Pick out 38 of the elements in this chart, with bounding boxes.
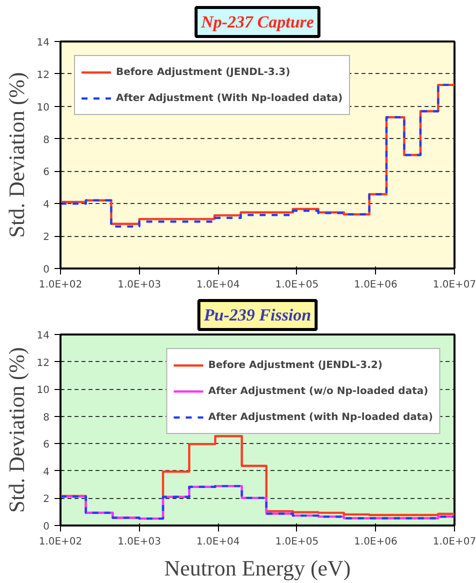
chart-title: Pu-239 Fission — [202, 306, 312, 324]
x-tick-label: 1.0E+03 — [118, 536, 161, 548]
x-tick-label: 1.0E+03 — [118, 280, 161, 290]
x-tick-label: 1.0E+02 — [38, 536, 82, 548]
y-axis-title: Std. Deviation (%) — [4, 72, 29, 238]
legend-label: After Adjustment (with Np-loaded data) — [208, 412, 433, 422]
x-tick-label: 1.0E+07 — [432, 280, 476, 290]
y-axis-title: Std. Deviation (%) — [4, 347, 29, 513]
x-tick-label: 1.0E+04 — [196, 280, 240, 290]
x-tick-label: 1.0E+05 — [275, 280, 319, 290]
y-tick-label: 12 — [36, 358, 50, 369]
chart-title: Np-237 Capture — [200, 12, 314, 32]
x-tick-label: 1.0E+02 — [38, 280, 82, 290]
y-tick-label: 4 — [43, 466, 50, 478]
x-axis-title: Neutron Energy (eV) — [164, 556, 351, 580]
legend-label: After Adjustment (With Np-loaded data) — [116, 92, 343, 104]
y-tick-label: 2 — [43, 494, 50, 506]
x-tick-label: 1.0E+05 — [275, 536, 319, 548]
x-tick-label: 1.0E+04 — [196, 536, 240, 548]
legend-label: Before Adjustment (JENDL-3.2) — [208, 360, 382, 370]
y-tick-label: 8 — [43, 134, 50, 146]
legend-label: Before Adjustment (JENDL-3.3) — [116, 66, 290, 78]
y-tick-label: 0 — [43, 264, 50, 276]
y-tick-label: 0 — [43, 522, 50, 532]
y-tick-label: 6 — [43, 167, 50, 178]
x-tick-label: 1.0E+06 — [354, 536, 398, 548]
legend-label: After Adjustment (w/o Np-loaded data) — [208, 386, 428, 396]
y-tick-label: 10 — [36, 102, 50, 114]
x-tick-label: 1.0E+07 — [432, 536, 476, 548]
y-tick-label: 8 — [43, 412, 50, 424]
y-tick-label: 2 — [43, 232, 50, 244]
y-tick-label: 4 — [43, 200, 50, 211]
x-tick-label: 1.0E+06 — [354, 280, 398, 290]
y-tick-label: 12 — [36, 70, 50, 81]
y-tick-label: 14 — [36, 38, 50, 48]
y-tick-label: 10 — [36, 385, 50, 396]
y-tick-label: 6 — [43, 440, 50, 451]
y-tick-label: 14 — [36, 330, 50, 342]
